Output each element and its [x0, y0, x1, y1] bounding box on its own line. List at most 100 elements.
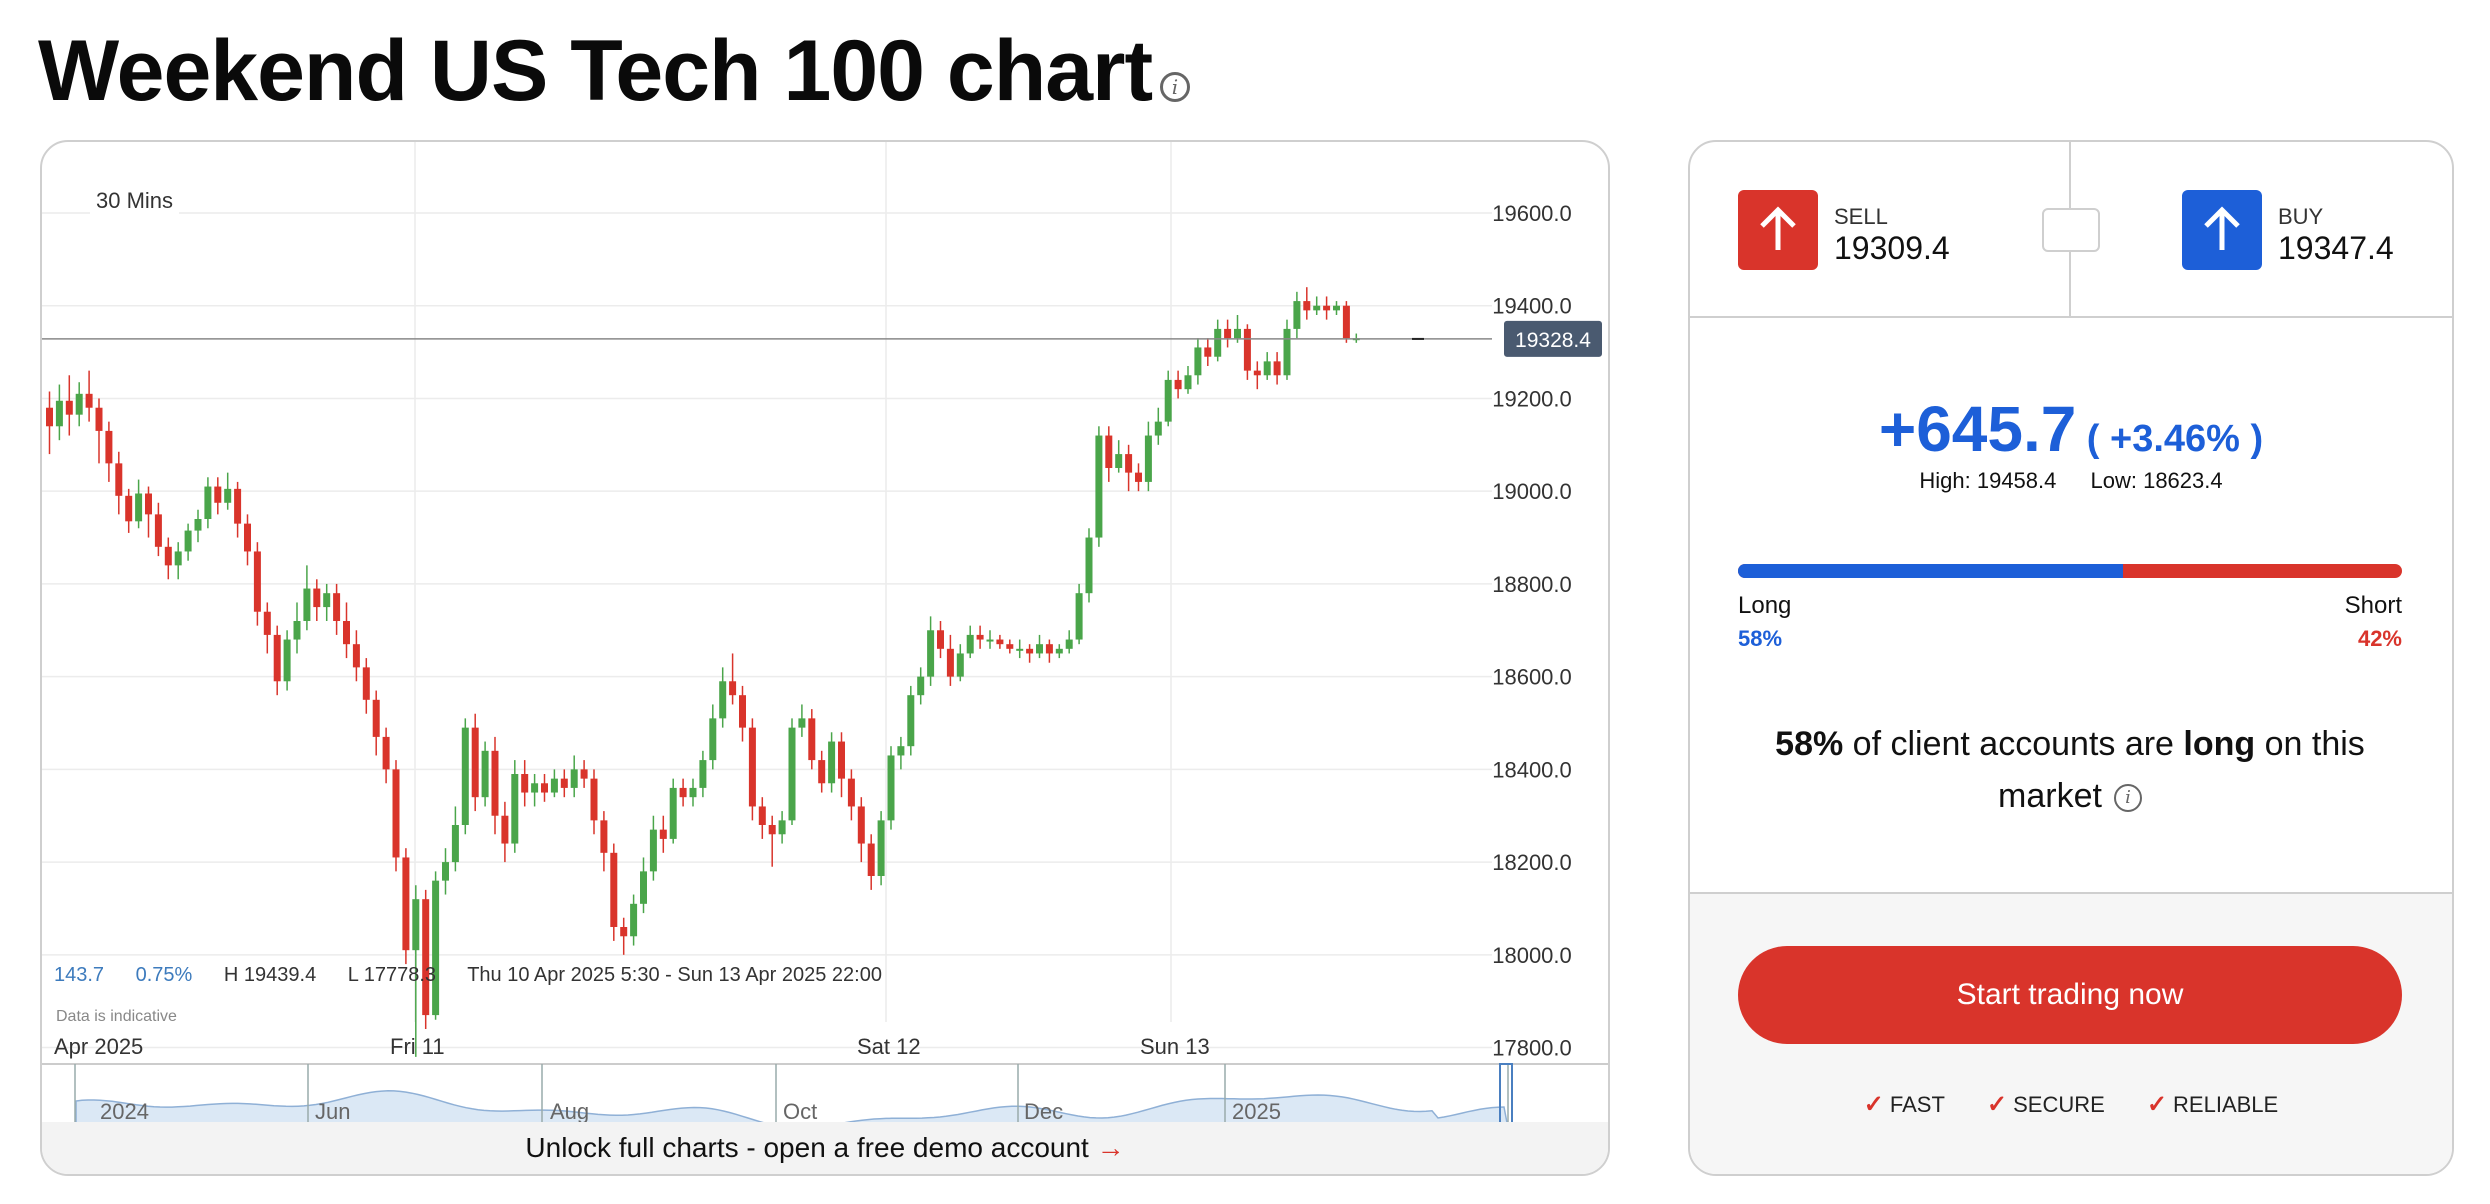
candle-body [1095, 435, 1103, 538]
candle [481, 741, 489, 807]
candle-body [432, 880, 440, 1016]
candle [1125, 444, 1133, 492]
candle [1174, 370, 1182, 399]
candle [907, 685, 915, 756]
candle-body [372, 699, 380, 737]
candle [630, 894, 638, 946]
candle [85, 370, 93, 422]
candle-body [451, 825, 459, 863]
candle [669, 778, 677, 844]
candlestick-chart[interactable]: 19600.0 19400.0 19200.0 19000.0 18800.0 18600… [42, 142, 1610, 1176]
candle-body [847, 778, 855, 807]
candle [1184, 366, 1192, 394]
candle [1095, 426, 1103, 547]
stat-range: Thu 10 Apr 2025 5:30 - Sun 13 Apr 2025 2… [467, 964, 882, 986]
candle-body [956, 653, 964, 677]
candle-body [937, 630, 944, 649]
candle-body [214, 486, 222, 503]
summary-pct: 58% [1775, 725, 1844, 763]
candle-body [1263, 361, 1271, 376]
candle [729, 653, 737, 705]
candle-body [46, 407, 53, 427]
candle [1065, 630, 1073, 654]
candle-body [521, 774, 529, 793]
summary-text-pre: of client accounts are [1843, 725, 2184, 763]
candle [689, 778, 697, 807]
candle [184, 523, 192, 561]
sell-price: 19309.4 [1834, 230, 1950, 266]
candle-body [709, 718, 717, 761]
candle-body [293, 621, 301, 640]
y-tick-label: 19400.0 [1492, 294, 1572, 319]
candle-body [907, 695, 915, 747]
feature-label: RELIABLE [2173, 1092, 2279, 1117]
candle [818, 750, 826, 793]
stat-high: H 19439.4 [223, 964, 317, 986]
candle-body [748, 727, 756, 807]
candle [521, 760, 529, 807]
candle [847, 769, 855, 821]
buy-button[interactable] [2182, 190, 2262, 270]
candle [65, 375, 73, 436]
candle-body [570, 769, 578, 788]
start-trading-button[interactable]: Start trading now [1738, 946, 2402, 1044]
candle-body [402, 857, 410, 951]
candle [461, 718, 469, 835]
y-tick-label: 18000.0 [1492, 943, 1572, 968]
candle [174, 542, 182, 580]
short-percent: 42% [2357, 626, 2402, 651]
candle [946, 634, 954, 686]
navigator-label: Jun [315, 1099, 350, 1124]
candle-body [263, 611, 271, 635]
candle [164, 537, 172, 580]
candle-body [1342, 305, 1350, 339]
sentiment-bar [1738, 564, 2402, 578]
info-icon[interactable]: i [1160, 72, 1190, 102]
candle [253, 542, 261, 626]
candle-body [461, 727, 469, 825]
candle [372, 690, 380, 756]
candle-body [1214, 328, 1222, 357]
candle [986, 630, 994, 649]
unlock-charts-link[interactable]: Unlock full charts - open a free demo ac… [42, 1122, 1608, 1174]
candle-body [1224, 328, 1232, 339]
candle-body [412, 899, 420, 951]
candle [541, 774, 548, 802]
candle-body [550, 778, 558, 793]
candle-body [481, 750, 489, 798]
candle-body [105, 430, 113, 464]
candle [877, 811, 885, 886]
candle [1055, 644, 1063, 659]
interval-selector[interactable]: 30 Mins [90, 188, 180, 214]
candle-body [768, 825, 776, 835]
sell-label: SELL [1834, 204, 1888, 229]
candle [956, 644, 964, 682]
current-price-tag [1504, 320, 1602, 357]
candle [768, 815, 776, 867]
candle-body [887, 755, 895, 821]
candle-body [1174, 379, 1182, 390]
candle [748, 718, 756, 821]
candle-body [1273, 361, 1281, 376]
sentiment-summary: 58% of client accounts are long on this … [1730, 718, 2410, 822]
candle-body [135, 493, 143, 522]
candle-body [1333, 305, 1340, 311]
sell-button[interactable] [1738, 190, 1818, 270]
candle-body [719, 681, 727, 719]
grid [42, 142, 1492, 1142]
candle-body [174, 551, 182, 566]
candle-body [828, 741, 836, 784]
change-value: +645.7 [1878, 393, 2077, 465]
info-icon[interactable]: i [2113, 784, 2142, 813]
candle [917, 667, 925, 705]
candle [333, 583, 341, 635]
candle [244, 514, 251, 566]
long-label: Long [1738, 592, 1792, 619]
candle [1085, 528, 1093, 603]
candle [154, 502, 162, 557]
candle-body [1204, 347, 1212, 357]
candle-body [689, 787, 697, 798]
candle [1253, 361, 1261, 390]
navigator: 2024 Jun Aug Oct Dec 2025 [42, 1063, 1608, 1129]
candle [263, 602, 271, 654]
